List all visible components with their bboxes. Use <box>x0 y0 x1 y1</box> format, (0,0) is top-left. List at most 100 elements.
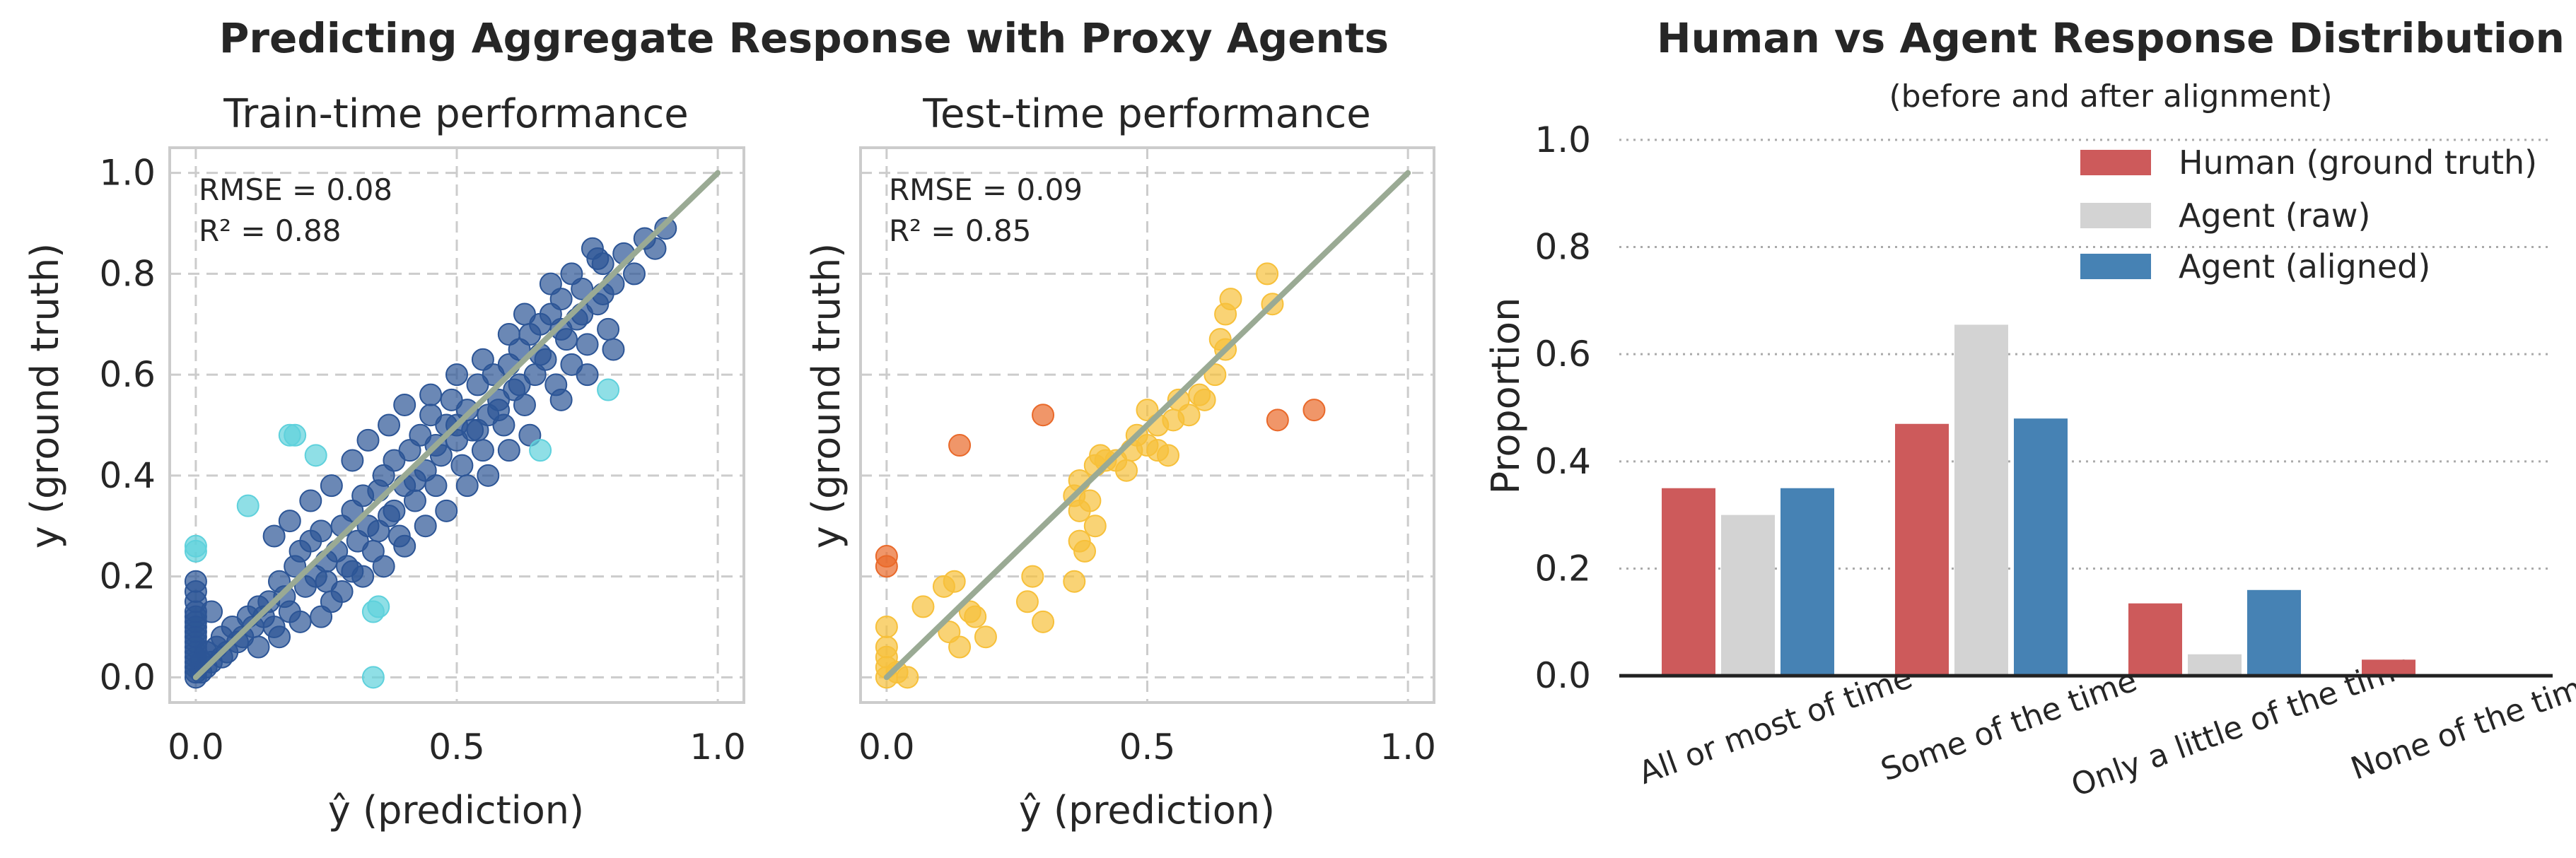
train-outlier-point <box>529 439 552 462</box>
test-outlier-point <box>1302 399 1326 422</box>
test-point <box>875 635 898 659</box>
train-point <box>597 317 620 341</box>
train-plot-frame <box>168 146 745 704</box>
train-point <box>513 302 536 326</box>
train-point <box>576 363 599 387</box>
bar-agent-aligned <box>2247 589 2301 676</box>
legend-label: Agent (aligned) <box>2179 247 2430 286</box>
train-x-axis-label: ŷ (prediction) <box>328 788 584 833</box>
train-point <box>393 534 416 558</box>
test-point <box>1193 388 1216 411</box>
train-panel-title: Train-time performance <box>223 91 689 137</box>
test-rmse-annotation: RMSE = 0.09 <box>889 172 1083 207</box>
train-y-tick-label: 0.8 <box>99 253 156 294</box>
train-point <box>471 348 494 371</box>
train-point <box>487 399 511 422</box>
train-point <box>341 560 364 583</box>
test-outlier-point <box>1266 409 1289 432</box>
train-outlier-point <box>367 595 390 618</box>
train-x-tick-label: 0.5 <box>429 727 485 768</box>
test-point <box>1204 363 1227 387</box>
train-point <box>393 393 416 416</box>
test-point <box>1063 570 1086 593</box>
train-x-tick-label: 0.0 <box>168 727 224 768</box>
test-point <box>1156 444 1179 467</box>
train-point <box>450 454 474 477</box>
distribution-bar-panel: Proportion 0.0 0.2 0.4 0.6 0.8 1.0 All or most… <box>1484 119 2576 804</box>
test-outlier-point <box>1032 404 1055 427</box>
train-point <box>378 413 401 437</box>
train-point <box>513 393 536 416</box>
bar-agent-raw <box>1721 515 1775 676</box>
bar-y-tick-label: 1.0 <box>1534 119 1591 160</box>
train-point <box>310 519 333 543</box>
train-point <box>602 338 625 361</box>
train-point <box>320 474 343 498</box>
test-outlier-point <box>875 555 898 578</box>
train-outlier-point <box>597 378 620 401</box>
bar-y-axis-label: Proportion <box>1484 298 1528 495</box>
legend-swatch <box>2080 203 2151 228</box>
test-point <box>911 595 935 618</box>
bar-y-tick-label: 0.0 <box>1534 655 1591 696</box>
train-point <box>477 464 500 487</box>
train-point <box>424 474 448 498</box>
train-y-tick-label: 0.6 <box>99 354 156 395</box>
train-point <box>539 272 562 295</box>
train-point <box>200 600 223 623</box>
legend-swatch <box>2080 254 2151 279</box>
train-r2-annotation: R² = 0.88 <box>199 213 341 248</box>
train-point <box>508 373 531 396</box>
train-point <box>466 418 489 442</box>
bar-agent-raw <box>2188 654 2242 676</box>
right-figure-title: Human vs Agent Response Distribution <box>1657 14 2565 62</box>
train-point <box>435 499 458 522</box>
test-r2-annotation: R² = 0.85 <box>889 213 1031 248</box>
test-point <box>948 635 972 659</box>
bar-agent-raw <box>1954 324 2008 676</box>
train-point <box>549 317 573 341</box>
test-identity-line <box>883 170 1411 681</box>
train-point <box>184 570 207 593</box>
train-point <box>549 388 573 411</box>
train-point <box>383 499 406 522</box>
left-figure-title: Predicting Aggregate Response with Proxy… <box>219 14 1389 62</box>
train-point <box>367 519 390 543</box>
train-point <box>403 469 426 492</box>
test-point <box>1032 610 1055 633</box>
test-point <box>974 625 997 649</box>
train-point <box>643 237 667 260</box>
bar-y-tick-label: 0.2 <box>1534 548 1591 589</box>
test-point <box>875 615 898 638</box>
train-y-axis-label: y (ground truth) <box>23 243 67 548</box>
bar-human <box>2362 659 2415 676</box>
bar-agent-aligned <box>2014 418 2068 676</box>
test-outlier-point <box>948 434 972 457</box>
train-point <box>299 489 322 512</box>
legend-label: Human (ground truth) <box>2179 143 2537 182</box>
train-rmse-annotation: RMSE = 0.08 <box>199 172 392 207</box>
test-y-axis-label: y (ground truth) <box>804 243 849 548</box>
train-point <box>455 474 479 498</box>
right-figure-subtitle: (before and after alignment) <box>1889 78 2332 114</box>
train-y-tick-label: 0.4 <box>99 455 156 496</box>
test-panel-title: Test-time performance <box>922 91 1370 137</box>
train-point <box>289 610 312 633</box>
train-point <box>268 625 291 649</box>
train-outlier-point <box>304 444 327 467</box>
test-point <box>943 570 966 593</box>
test-x-tick-label: 0.0 <box>858 727 915 768</box>
train-point <box>586 247 610 270</box>
train-point <box>419 383 443 406</box>
train-point <box>403 489 426 512</box>
bar-y-tick-label: 0.8 <box>1534 227 1591 268</box>
bar-human <box>2128 603 2182 676</box>
train-point <box>445 363 468 387</box>
train-scatter-panel: Train-time performance RMSE = 0.08 R² = … <box>23 91 746 833</box>
test-point <box>1021 565 1044 588</box>
test-point <box>1256 262 1279 286</box>
test-x-tick-label: 1.0 <box>1380 727 1436 768</box>
train-point <box>262 524 286 548</box>
test-point <box>1078 489 1102 512</box>
train-outlier-point <box>361 666 385 689</box>
